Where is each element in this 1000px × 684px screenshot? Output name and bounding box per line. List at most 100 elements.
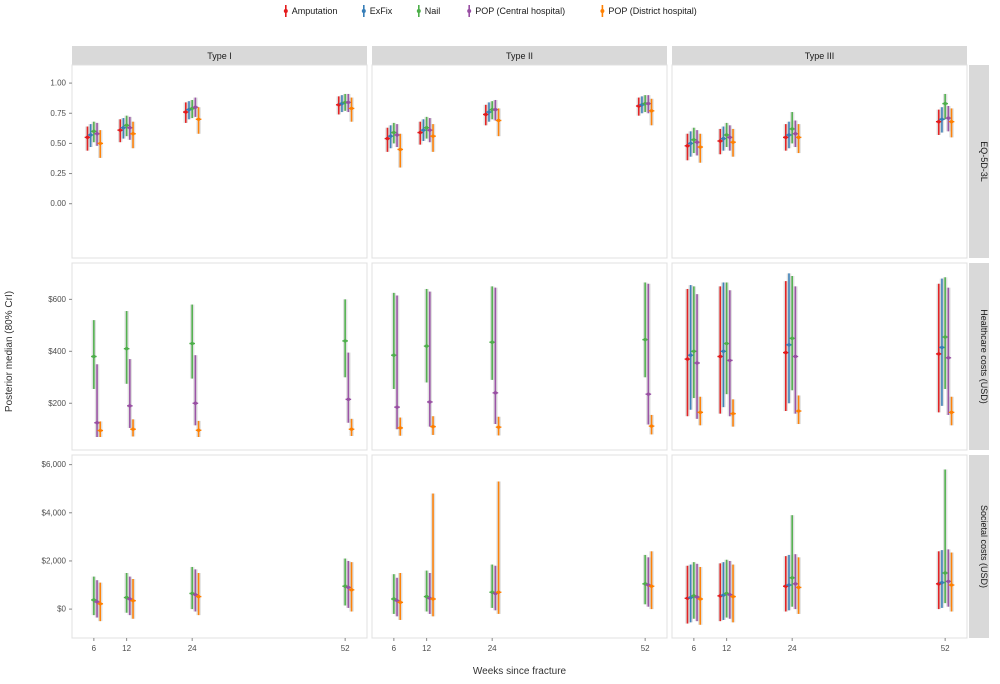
panel-background	[671, 454, 968, 639]
x-tick-label: 6	[392, 644, 397, 653]
median-point	[92, 598, 96, 602]
y-tick-label: 0.75	[50, 109, 66, 118]
pointrange-pop-district-hospital-w52	[348, 562, 355, 612]
median-point	[695, 595, 699, 599]
pointrange-pop-district-hospital-w6	[397, 133, 404, 168]
pointrange-pop-central-hospital-w24	[192, 355, 199, 426]
pointrange-pop-district-hospital-w12	[130, 121, 136, 149]
legend-item-pop-central-hospital: POP (Central hospital)	[467, 5, 565, 17]
legend-point-glyph	[416, 9, 421, 13]
pointrange-amputation-w6	[384, 127, 391, 152]
median-point	[421, 128, 426, 132]
strip-label: EQ-5D-3L	[979, 141, 989, 182]
x-tick-label: 24	[488, 644, 497, 653]
pointrange-exfix-w12	[720, 126, 727, 151]
median-point	[128, 597, 132, 601]
median-point	[724, 133, 729, 137]
median-point	[98, 602, 102, 606]
y-tick-label: 0.00	[50, 199, 66, 208]
pointrange-pop-district-hospital-w52	[948, 108, 955, 138]
pointrange-exfix-w52	[939, 278, 945, 406]
pointrange-pop-district-hospital-w12	[130, 579, 136, 619]
panel-r2-c0	[71, 454, 368, 639]
median-point	[431, 134, 435, 138]
pointrange-pop-district-hospital-w6	[97, 582, 104, 622]
median-point	[85, 135, 90, 140]
median-point	[196, 117, 201, 121]
median-point	[388, 134, 393, 138]
pointrange-pop-district-hospital-w24	[795, 557, 802, 614]
legend-label: Amputation	[292, 6, 338, 16]
pointrange-pop-central-hospital-w12	[127, 359, 133, 428]
panel-r1-c2	[671, 262, 968, 451]
median-point	[796, 135, 801, 140]
pointrange-amputation-w24	[182, 102, 189, 123]
pointrange-nail-w52	[942, 277, 948, 389]
median-point	[731, 594, 735, 599]
strip-label: Healthcare costs (USD)	[979, 309, 989, 404]
median-point	[731, 411, 735, 416]
y-tick-label: $0	[57, 605, 66, 614]
median-point	[949, 583, 954, 587]
pointrange-pop-central-hospital-w6	[694, 294, 700, 419]
y-tick-label: 1.00	[50, 79, 66, 88]
median-point	[698, 410, 702, 415]
median-point	[724, 341, 729, 346]
pointrange-pop-central-hospital-w6	[394, 124, 400, 148]
pointrange-pop-central-hospital-w6	[94, 122, 100, 146]
median-point	[790, 336, 794, 341]
pointrange-pop-central-hospital-w24	[792, 120, 799, 148]
median-point	[790, 127, 794, 131]
median-point	[131, 427, 135, 431]
pointrange-nail-w24	[189, 566, 195, 610]
col-strip-type-iii: Type III	[672, 46, 967, 65]
panel-background	[71, 64, 368, 259]
median-point	[718, 139, 722, 143]
median-point	[721, 349, 726, 354]
pointrange-nail-w12	[123, 115, 130, 137]
median-point	[392, 130, 396, 135]
panel-background	[371, 64, 668, 259]
pointrange-nail-w52	[942, 93, 948, 120]
median-point	[949, 119, 954, 124]
pointrange-exfix-w24	[786, 273, 792, 404]
pointrange-pop-central-hospital-w24	[492, 99, 499, 121]
median-point	[121, 126, 126, 130]
pointrange-pop-district-hospital-w12	[130, 419, 136, 437]
pointrange-nail-w24	[789, 112, 795, 144]
pointrange-nail-w24	[789, 515, 795, 607]
pointrange-nail-w6	[91, 121, 97, 143]
x-tick-label: 6	[692, 644, 697, 653]
pointrange-pop-central-hospital-w6	[394, 295, 400, 430]
median-point	[698, 597, 702, 601]
median-point	[95, 421, 99, 425]
pointrange-nail-w24	[189, 304, 195, 379]
median-point	[490, 107, 494, 112]
median-point	[424, 594, 429, 599]
median-point	[793, 354, 798, 359]
pointrange-pop-district-hospital-w24	[195, 420, 202, 438]
median-point	[196, 594, 201, 599]
panel-background	[71, 454, 368, 639]
pointrange-pop-district-hospital-w6	[697, 566, 704, 625]
x-tick-label: 12	[722, 644, 731, 653]
median-point	[793, 582, 798, 586]
panel-r0-c0	[71, 64, 368, 259]
pointrange-nail-w52	[642, 282, 648, 378]
pointrange-pop-central-hospital-w24	[792, 554, 799, 610]
pointrange-exfix-w6	[687, 285, 694, 410]
panel-r0-c1	[371, 64, 668, 259]
panel-background	[371, 262, 668, 451]
median-point	[643, 337, 647, 342]
median-point	[196, 428, 201, 432]
pointrange-exfix-w12	[120, 118, 127, 139]
legend-point-glyph	[283, 9, 288, 13]
median-point	[496, 590, 501, 594]
median-point	[424, 126, 429, 130]
median-point	[937, 119, 941, 124]
pointrange-pop-central-hospital-w52	[645, 95, 652, 114]
median-point	[95, 132, 99, 136]
row-strip-healthcare-costs-usd: Healthcare costs (USD)	[969, 263, 989, 450]
median-point	[688, 595, 693, 600]
median-point	[787, 133, 791, 137]
